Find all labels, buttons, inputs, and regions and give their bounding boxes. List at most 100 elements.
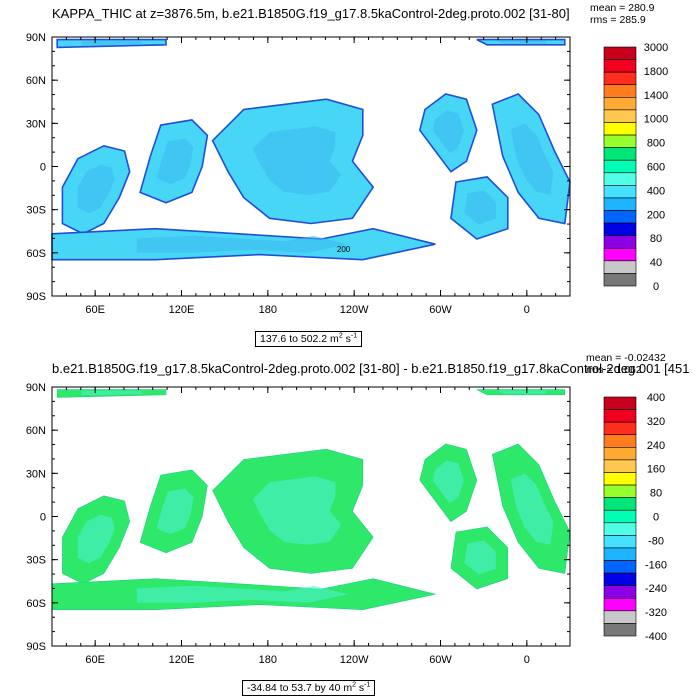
panel2-field-subregion	[252, 476, 342, 545]
panel2-xtick-label: 120W	[340, 654, 369, 666]
panel2-colorbar-swatch	[603, 484, 637, 498]
panel1-colorbar-swatch	[603, 84, 637, 98]
panel2-mean: mean = -0.02432	[586, 352, 666, 364]
panel1-colorbar-label: 600	[647, 162, 665, 174]
panel1-colorbar-swatch	[603, 210, 637, 224]
panel2-field-subregion	[497, 390, 547, 394]
panel2-colorbar: 400 320 240 160 80 0 -80 -160 -240 -320 -400	[603, 392, 667, 643]
panel2-map: 90N 60N 30N 0 30S 60S 90S 60E 120E 180 120W 60W 0	[26, 382, 571, 666]
panel1-colorbar-label: 1000	[644, 114, 668, 126]
panel1-colorbar-label: 800	[647, 138, 665, 150]
panel2-xtick-label: 120E	[169, 654, 195, 666]
panel1-field-subregion	[81, 41, 142, 46]
panel1-colorbar-swatch	[603, 235, 637, 249]
panel2-colorbar-swatch	[603, 547, 637, 561]
panel2-colorbar-swatch	[603, 434, 637, 448]
panel2-colorbar-swatch	[603, 497, 637, 511]
panel1-colorbar-swatch	[603, 197, 637, 211]
panel2-colorbar-label: 0	[653, 512, 659, 524]
panel2-xtick-label: 180	[259, 654, 277, 666]
panel1-colorbar-swatch	[603, 222, 637, 236]
panel2-colorbar-label: -160	[645, 559, 667, 571]
panel1-colorbar-swatch	[603, 159, 637, 174]
panel1-ytick-label: 90N	[26, 32, 46, 44]
panel2-colorbar-swatch	[603, 472, 637, 486]
panel1-colorbar-label: 200	[647, 209, 665, 221]
panel1-ytick-label: 30S	[26, 205, 46, 217]
panel1-field-subregion	[497, 40, 547, 44]
panel1-xtick-label: 60W	[429, 304, 452, 316]
panel2-ytick-label: 0	[40, 512, 46, 524]
panel2-colorbar-swatch	[603, 421, 637, 436]
panel2-colorbar-label: 240	[647, 440, 665, 452]
panel2-unit-exp-s: -1	[364, 681, 371, 689]
panel1-colorbar-swatch	[603, 122, 637, 136]
panel2-field-subregion	[432, 460, 464, 504]
panel2-ytick-label: 30S	[26, 555, 46, 567]
panel1-colorbar-label: 400	[647, 185, 665, 197]
panel1-xtick-label: 120E	[169, 304, 195, 316]
panel2-xtick-label: 0	[524, 654, 530, 666]
panel2-colorbar-swatch	[603, 447, 637, 461]
panel1-colorbar-swatch	[603, 273, 637, 287]
panel2-field-subregion	[156, 488, 194, 535]
panel2-ytick-label: 60S	[26, 598, 46, 610]
panel1-xtick-label: 60E	[85, 304, 105, 316]
panel1-colorbar-label: 3000	[644, 42, 668, 54]
panel1-colorbar-swatch	[603, 260, 637, 274]
panel1-xtick-label: 0	[524, 304, 530, 316]
panel1-ytick-label: 30N	[26, 118, 46, 130]
panel2-colorbar-swatch	[603, 610, 637, 624]
panel2-ytick-label: 60N	[26, 425, 46, 437]
panel2-colorbar-swatch	[603, 522, 637, 536]
panel1-colorbar-label: 80	[650, 233, 662, 245]
panel1-contour-label: 200	[337, 245, 351, 254]
panel2-range-text: -34.84 to 53.7 by 40 m	[247, 682, 353, 694]
panel2-colorbar-swatch	[603, 509, 637, 524]
panel1-ytick-label: 0	[40, 162, 46, 174]
panel1-stats: mean = 280.9 rms = 285.9	[590, 2, 655, 26]
panel1-colorbar-swatch	[603, 71, 637, 86]
panel2-field-subregion	[464, 540, 496, 575]
panel2-colorbar-swatch	[603, 597, 637, 612]
panel1-colorbar-swatch	[603, 247, 637, 262]
panel2-ytick-label: 90S	[26, 641, 46, 653]
panel2-colorbar-swatch	[603, 459, 637, 473]
panel2-field-subregion	[510, 473, 554, 545]
panel1-field-subregion	[432, 110, 464, 154]
panel2-colorbar-label: 400	[647, 392, 665, 404]
panel2-rms: rms = 1.062	[586, 364, 642, 376]
panel1-colorbar-swatch	[603, 59, 637, 73]
panel2-colorbar-swatch	[603, 623, 637, 637]
panel1-field-subregion	[464, 190, 496, 225]
panel1-colorbar-swatch	[603, 185, 637, 199]
panel2-field-subregion	[81, 391, 142, 396]
panel1-field-subregion	[156, 138, 194, 185]
panel1-unit-exp-s: -1	[350, 332, 358, 340]
panel1-colorbar-label: 1400	[644, 90, 668, 102]
panel1-colorbar-swatch	[603, 147, 637, 161]
panel2-colorbar-swatch	[603, 535, 637, 549]
panel2-xtick-label: 60W	[429, 654, 452, 666]
panel1-ytick-label: 60S	[26, 248, 46, 260]
panel1-colorbar-swatch	[603, 172, 637, 186]
panel1-ytick-label: 90S	[26, 291, 46, 303]
panel1-range-label: 137.6 to 502.2 m2 s-1	[255, 331, 363, 347]
panel1-field-subregion	[77, 164, 115, 214]
panel2-unit-exp-m: 2	[352, 681, 356, 689]
panel2-colorbar-label: 320	[647, 416, 665, 428]
panel1-range-text: 137.6 to 502.2 m	[260, 333, 339, 345]
panel2-field-subregion	[136, 585, 348, 603]
panel2-colorbar-label: -400	[645, 631, 667, 643]
panel2-colorbar-swatch	[603, 409, 637, 423]
panel1-colorbar-label: 0	[653, 281, 659, 293]
panel2-colorbar-label: 80	[650, 488, 662, 500]
panel1-colorbar-label: 40	[650, 257, 662, 269]
panel2-colorbar-label: -240	[645, 583, 667, 595]
panel1-xtick-label: 120W	[340, 304, 369, 316]
panel2-colorbar-label: -80	[648, 535, 664, 547]
panel1-title: KAPPA_THIC at z=3876.5m, b.e21.B1850G.f1…	[52, 6, 570, 21]
panel2-colorbar-swatch	[603, 560, 637, 574]
panel2-colorbar-label: 160	[647, 464, 665, 476]
